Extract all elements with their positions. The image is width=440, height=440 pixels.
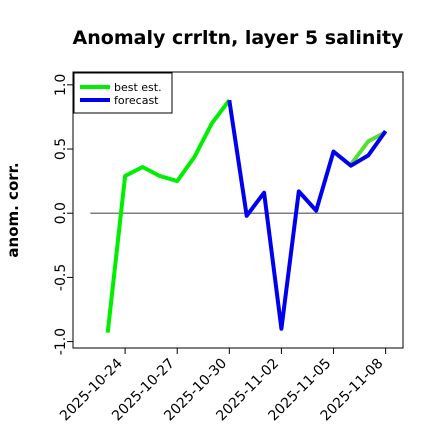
plot-area [90, 98, 403, 333]
y-axis: -1.0 -0.5 0.0 0.5 1.0 [53, 74, 73, 355]
y-tick-label: 0.5 [53, 138, 69, 160]
legend: best est. forecast [73, 72, 173, 114]
y-tick-label: 0.0 [53, 202, 69, 224]
legend-label-forecast: forecast [114, 94, 159, 107]
chart-title: Anomaly crrltn, layer 5 salinity [73, 27, 404, 49]
series-line [227, 99, 388, 331]
plot-frame [72, 71, 404, 349]
y-tick-label: -0.5 [53, 264, 69, 291]
legend-label-best-est: best est. [114, 81, 162, 94]
legend-box [73, 72, 173, 114]
y-axis-label: anom. corr. [4, 162, 22, 257]
y-tick-label: 1.0 [53, 74, 69, 96]
y-tick-label: -1.0 [53, 328, 69, 355]
x-axis: 2025-10-242025-10-272025-10-302025-11-02… [57, 348, 386, 424]
series-line [105, 98, 231, 333]
series-line [349, 130, 387, 166]
